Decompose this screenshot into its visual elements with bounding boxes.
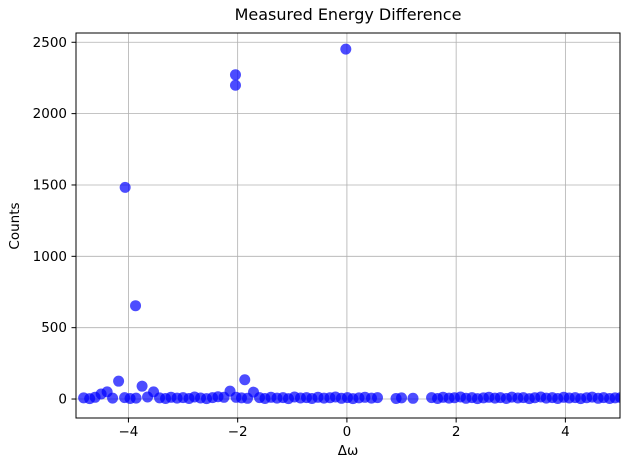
scatter-point (407, 392, 419, 404)
scatter-point (239, 374, 251, 386)
x-tick-label: 4 (561, 424, 570, 440)
y-tick-label: 1000 (33, 249, 67, 265)
scatter-series (78, 43, 620, 405)
x-tick-label: 2 (452, 424, 461, 440)
scatter-point (229, 69, 241, 81)
scatter-point (136, 380, 148, 392)
y-tick-label: 1500 (33, 177, 67, 193)
scatter-point (340, 43, 352, 55)
scatter-point (229, 79, 241, 91)
scatter-point (119, 181, 131, 193)
y-tick-label: 500 (41, 320, 67, 336)
chart-title: Measured Energy Difference (234, 5, 462, 24)
scatter-point (107, 392, 119, 404)
scatter-point (113, 375, 125, 387)
scatter-point (371, 392, 383, 404)
scatter-point (130, 392, 142, 404)
y-axis-label: Counts (7, 202, 23, 250)
plot-area (75, 32, 621, 419)
y-tick-label: 0 (58, 392, 67, 408)
scatter-point (130, 300, 142, 312)
x-tick-label: −2 (228, 424, 248, 440)
scatter-point (396, 392, 408, 404)
y-tick-label: 2000 (33, 106, 67, 122)
x-axis-label: Δω (337, 443, 359, 459)
y-tick-label: 2500 (33, 35, 67, 51)
x-tick-label: −4 (118, 424, 138, 440)
x-tick-label: 0 (343, 424, 352, 440)
scatter-point (615, 392, 620, 404)
